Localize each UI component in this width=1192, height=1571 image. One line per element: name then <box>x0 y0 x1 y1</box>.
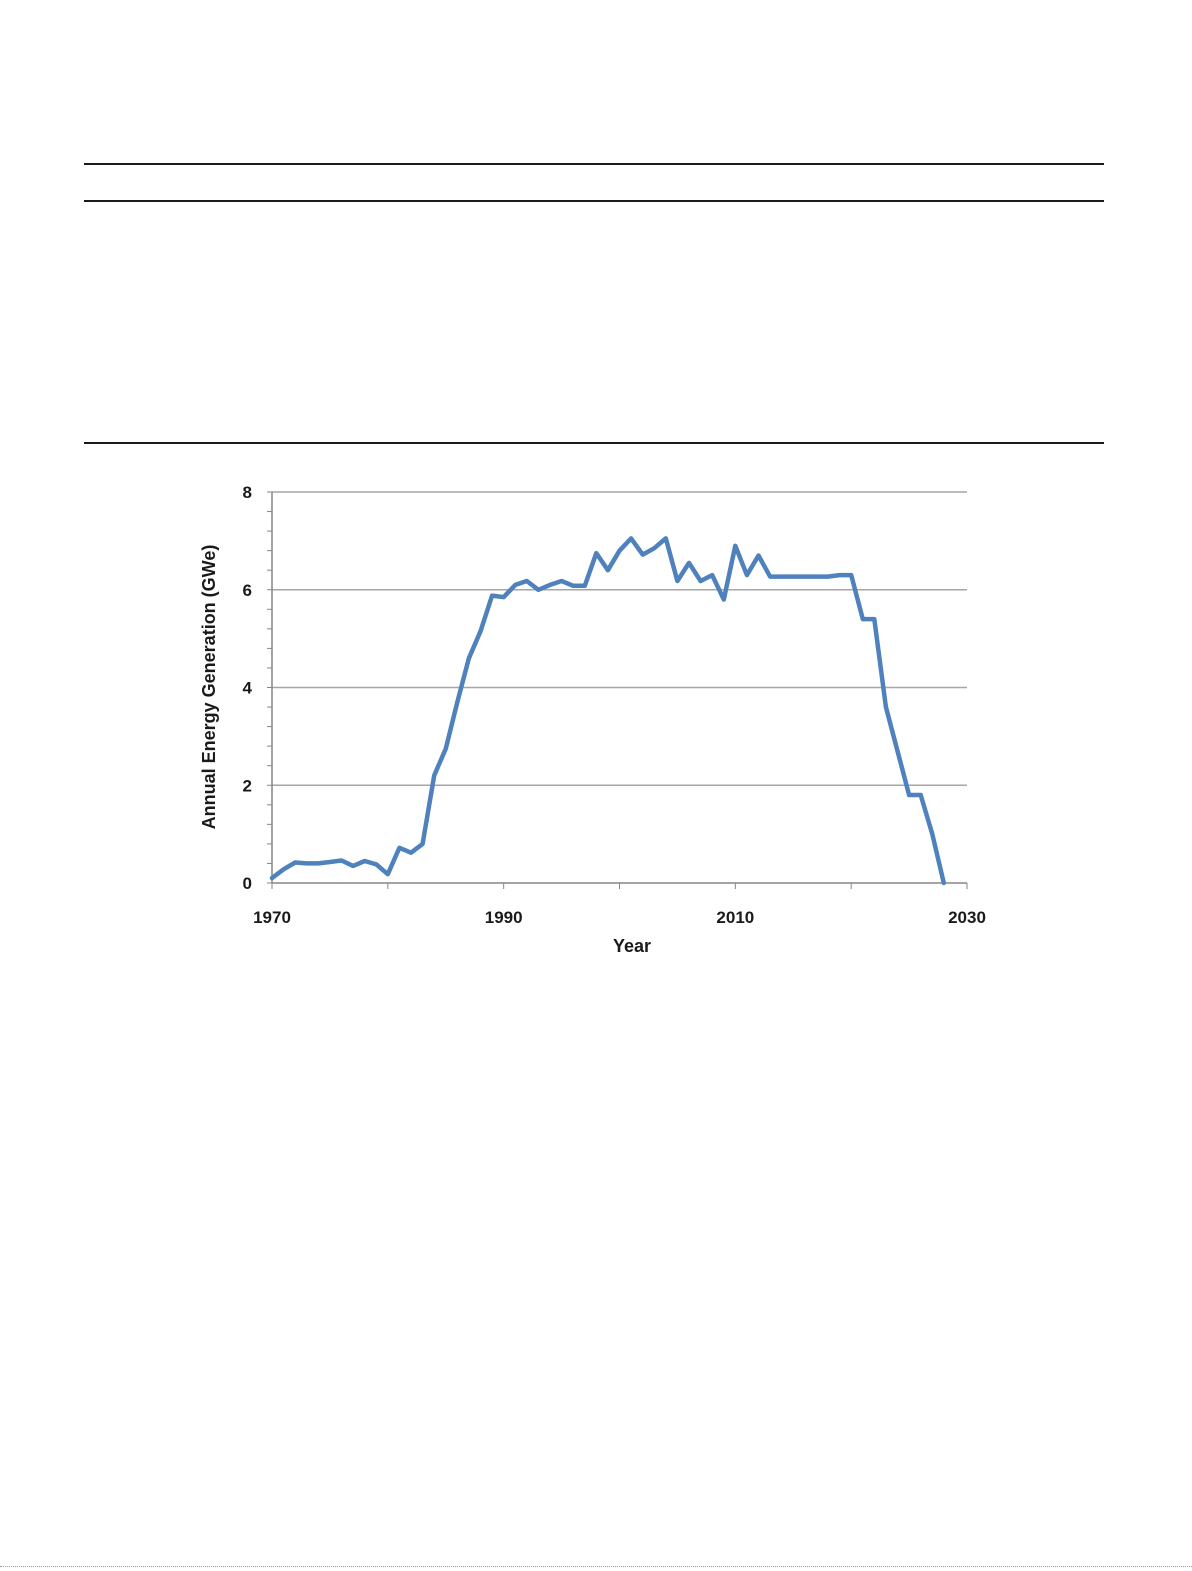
header-rule-bottom <box>84 442 1104 444</box>
header-rule-middle <box>84 200 1104 202</box>
x-tick-label-2010: 2010 <box>716 908 754 927</box>
y-axis-title: Annual Energy Generation (GWe) <box>199 545 219 830</box>
series-layer <box>269 536 947 886</box>
axes <box>267 491 968 889</box>
gridlines <box>272 491 967 786</box>
page-footer-dotted-line <box>0 1566 1192 1567</box>
x-tick-label-1970: 1970 <box>253 908 291 927</box>
tick-labels: 0 2 4 6 8 1970 1990 2010 2030 <box>243 483 986 927</box>
header-rule-top <box>84 163 1104 165</box>
chart-svg: 0 2 4 6 8 1970 1990 2010 2030 Year Annual Energy… <box>199 483 986 956</box>
y-tick-label-0: 0 <box>243 874 252 893</box>
x-tick-label-1990: 1990 <box>485 908 523 927</box>
generation-chart: 0 2 4 6 8 1970 1990 2010 2030 Year Annual Energy… <box>180 470 1020 970</box>
y-tick-label-2: 2 <box>243 776 252 795</box>
y-tick-label-8: 8 <box>243 483 252 502</box>
series-line-0 <box>269 536 947 886</box>
x-tick-label-2030: 2030 <box>948 908 986 927</box>
y-tick-label-4: 4 <box>243 679 253 698</box>
x-axis-title: Year <box>613 936 651 956</box>
y-tick-label-6: 6 <box>243 581 252 600</box>
